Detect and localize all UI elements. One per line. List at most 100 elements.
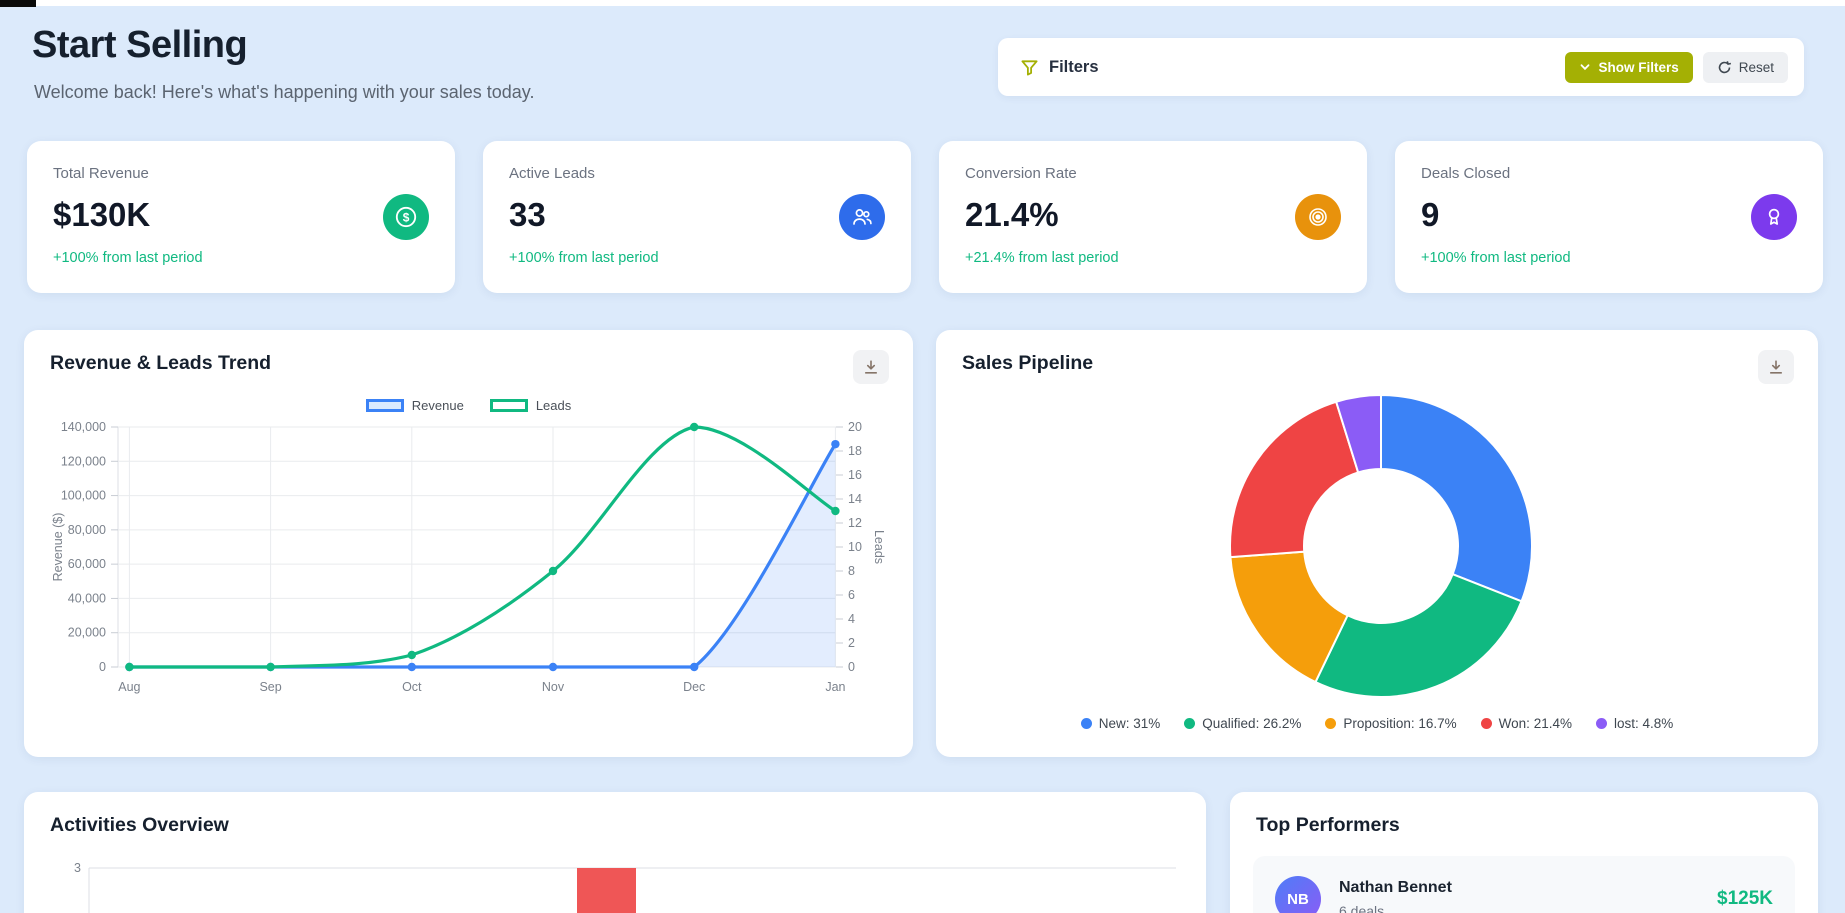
svg-text:2: 2 — [848, 636, 855, 650]
kpi-value: 9 — [1421, 196, 1440, 233]
svg-text:4: 4 — [848, 612, 855, 626]
svg-text:0: 0 — [848, 660, 855, 674]
svg-text:8: 8 — [848, 564, 855, 578]
svg-text:0: 0 — [99, 660, 106, 674]
target-icon — [1295, 194, 1341, 240]
legend-dot — [1080, 718, 1092, 729]
legend-label: Won: 21.4% — [1498, 716, 1572, 731]
performer-name: Nathan Bennet — [1339, 879, 1452, 896]
dollar-circle-icon: $ — [383, 194, 429, 240]
kpi-value: 21.4% — [965, 196, 1059, 233]
kpi-row: Total Revenue $130K +100% from last peri… — [27, 141, 1823, 293]
show-filters-label: Show Filters — [1598, 59, 1679, 75]
sales-pipeline-donut — [1229, 393, 1533, 698]
svg-text:6: 6 — [848, 588, 855, 602]
svg-text:80,000: 80,000 — [68, 523, 106, 537]
pipeline-legend-item-qualified[interactable]: Qualified: 26.2% — [1184, 716, 1301, 731]
legend-item-revenue[interactable]: Revenue — [365, 398, 464, 413]
svg-text:$: $ — [403, 210, 410, 224]
svg-text:12: 12 — [848, 516, 862, 530]
download-chart-button[interactable] — [1758, 350, 1794, 384]
legend-dot — [1325, 718, 1337, 729]
kpi-label: Active Leads — [509, 165, 595, 182]
svg-text:Jan: Jan — [825, 680, 845, 694]
legend-dot — [1595, 718, 1607, 729]
svg-text:Sep: Sep — [259, 680, 281, 694]
svg-text:Revenue ($): Revenue ($) — [51, 513, 65, 582]
svg-text:Oct: Oct — [402, 680, 422, 694]
show-filters-button[interactable]: Show Filters — [1565, 51, 1693, 83]
legend-label: New: 31% — [1098, 716, 1161, 731]
svg-text:120,000: 120,000 — [61, 454, 106, 468]
svg-text:20: 20 — [848, 420, 862, 434]
legend-dot — [1184, 718, 1196, 729]
kpi-card-conversion-rate: Conversion Rate 21.4% +21.4% from last p… — [939, 141, 1367, 293]
svg-text:Aug: Aug — [118, 680, 140, 694]
kpi-label: Total Revenue — [53, 165, 149, 182]
revenue-leads-chart: Aug Sep Oct Nov Dec Jan 140,000 120,000 100,000 8… — [51, 420, 886, 694]
refresh-icon — [1717, 60, 1732, 75]
legend-label: lost: 4.8% — [1613, 716, 1674, 731]
activities-chart: 3Activities — [74, 861, 1176, 913]
pipeline-legend: New: 31% Qualified: 26.2% Proposition: 16.… — [936, 716, 1818, 731]
svg-text:18: 18 — [848, 444, 862, 458]
pipeline-legend-item-proposition[interactable]: Proposition: 16.7% — [1325, 716, 1457, 731]
legend-label: Qualified: 26.2% — [1202, 716, 1302, 731]
svg-text:60,000: 60,000 — [68, 557, 106, 571]
legend-item-leads[interactable]: Leads — [489, 398, 572, 413]
svg-text:Leads: Leads — [872, 530, 886, 564]
activities-overview-card: Activities Overview 3Activities — [24, 792, 1206, 913]
kpi-label: Conversion Rate — [965, 165, 1077, 182]
performer-revenue: $125K — [1717, 888, 1773, 909]
performer-deals: 6 deals — [1339, 903, 1385, 913]
reset-button[interactable]: Reset — [1702, 51, 1788, 83]
chart-title: Activities Overview — [50, 814, 229, 836]
pipeline-legend-item-new[interactable]: New: 31% — [1080, 716, 1161, 731]
chart-title: Sales Pipeline — [962, 352, 1094, 374]
svg-text:Nov: Nov — [542, 680, 565, 694]
svg-text:100,000: 100,000 — [61, 489, 106, 503]
svg-text:14: 14 — [848, 492, 862, 506]
kpi-card-deals-closed: Deals Closed 9 +100% from last period — [1395, 141, 1823, 293]
window-chrome-strip — [0, 0, 1845, 6]
kpi-card-active-leads: Active Leads 33 +100% from last period — [483, 141, 911, 293]
svg-text:Dec: Dec — [683, 680, 705, 694]
svg-text:40,000: 40,000 — [68, 591, 106, 605]
pipeline-legend-item-won[interactable]: Won: 21.4% — [1480, 716, 1572, 731]
svg-text:140,000: 140,000 — [61, 420, 106, 434]
funnel-icon — [1020, 58, 1039, 77]
sales-pipeline-card: Sales Pipeline New: 31% Qualified: 26.2% P… — [936, 330, 1818, 757]
filters-bar: Filters Show Filters Reset — [998, 38, 1804, 96]
filters-label: Filters — [1049, 57, 1099, 76]
chart-title: Revenue & Leads Trend — [50, 352, 272, 374]
legend-label: Leads — [535, 398, 572, 413]
legend-label: Proposition: 16.7% — [1343, 716, 1457, 731]
kpi-delta: +100% from last period — [1421, 250, 1571, 266]
award-icon — [1751, 194, 1797, 240]
svg-text:20,000: 20,000 — [68, 626, 106, 640]
kpi-delta: +21.4% from last period — [965, 250, 1119, 266]
kpi-value: 33 — [509, 196, 546, 233]
legend-dot — [1480, 718, 1492, 729]
legend-swatch — [365, 399, 404, 412]
page-subtitle: Welcome back! Here's what's happening wi… — [34, 82, 535, 102]
legend-label: Revenue — [411, 398, 464, 413]
kpi-label: Deals Closed — [1421, 165, 1511, 182]
svg-text:3: 3 — [74, 861, 81, 875]
avatar: NB — [1275, 876, 1321, 913]
section-title: Top Performers — [1256, 814, 1400, 836]
page-title: Start Selling — [32, 24, 248, 66]
download-chart-button[interactable] — [853, 350, 889, 384]
performer-list-item: NB Nathan Bennet 6 deals $125K — [1253, 856, 1795, 913]
revenue-leads-trend-card: Revenue & Leads Trend Revenue Leads Aug Se… — [24, 330, 913, 757]
users-icon — [839, 194, 885, 240]
top-performers-card: Top Performers NB Nathan Bennet 6 deals … — [1230, 792, 1818, 913]
kpi-delta: +100% from last period — [53, 250, 203, 266]
trend-chart-legend: Revenue Leads — [24, 398, 913, 413]
kpi-value: $130K — [53, 196, 151, 233]
kpi-card-total-revenue: Total Revenue $130K +100% from last peri… — [27, 141, 455, 293]
download-icon — [1767, 358, 1785, 376]
pipeline-legend-item-lost[interactable]: lost: 4.8% — [1595, 716, 1674, 731]
reset-label: Reset — [1738, 59, 1774, 75]
chevron-down-icon — [1579, 61, 1591, 73]
